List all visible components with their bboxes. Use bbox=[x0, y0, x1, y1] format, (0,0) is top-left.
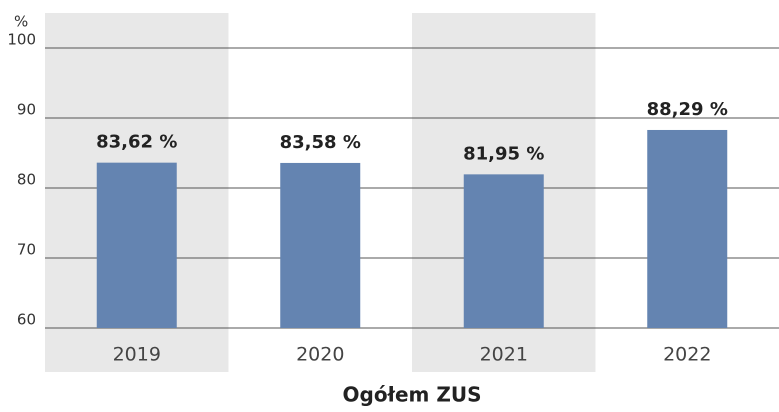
bar bbox=[280, 162, 361, 328]
y-tick-label: 100 bbox=[7, 31, 36, 49]
x-tick-label: 2022 bbox=[663, 344, 711, 366]
y-axis-label: % bbox=[14, 13, 28, 31]
x-tick-label: 2021 bbox=[480, 344, 528, 366]
y-tick-label: 60 bbox=[17, 311, 36, 329]
value-label: 81,95 % bbox=[463, 143, 544, 164]
x-tick-label: 2020 bbox=[296, 344, 344, 366]
x-tick-label: 2019 bbox=[113, 344, 161, 366]
y-tick-label: 80 bbox=[17, 171, 36, 189]
value-label: 88,29 % bbox=[647, 99, 728, 120]
y-tick-label: 70 bbox=[17, 241, 36, 259]
chart-title: Ogółem ZUS bbox=[343, 383, 482, 407]
value-label: 83,58 % bbox=[280, 132, 361, 153]
y-tick-label: 90 bbox=[17, 101, 36, 119]
bar bbox=[96, 162, 177, 328]
bar bbox=[463, 174, 544, 328]
value-label: 83,62 % bbox=[96, 132, 177, 153]
bar bbox=[647, 129, 728, 328]
